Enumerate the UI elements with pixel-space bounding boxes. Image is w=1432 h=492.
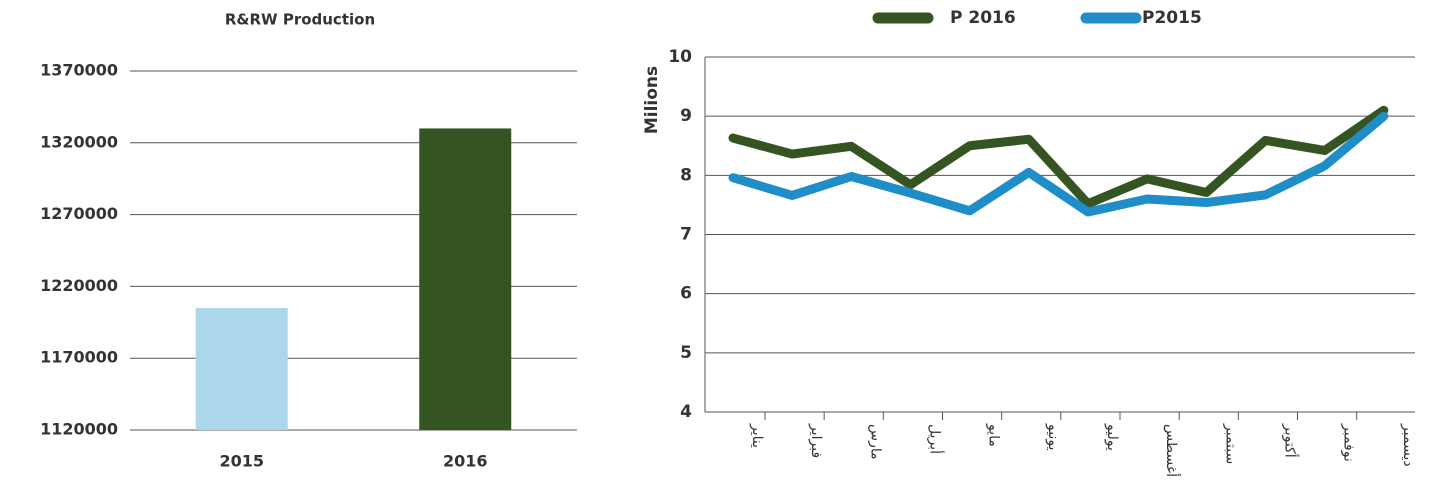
bar <box>419 128 512 430</box>
x-tick-label: نوفمبر <box>1341 423 1357 462</box>
x-tick-label: 2015 <box>219 452 264 471</box>
x-tick-label: أغسطس <box>1163 424 1181 477</box>
y-tick-label: 9 <box>680 106 692 126</box>
y-tick-label: 1270000 <box>40 204 118 223</box>
y-tick-label: 1320000 <box>40 132 118 151</box>
y-tick-label: 1120000 <box>40 420 118 439</box>
x-tick-label: 2016 <box>443 452 488 471</box>
chart-title: R&RW Production <box>225 11 375 29</box>
y-tick-label: 5 <box>680 343 692 363</box>
y-tick-label: 1220000 <box>40 276 118 295</box>
x-tick-label: ديسمبر <box>1400 423 1416 467</box>
y-tick-label: 4 <box>680 402 692 422</box>
x-tick-label: سبتمبر <box>1222 423 1238 464</box>
series-line <box>728 111 1389 217</box>
series-line <box>728 105 1389 209</box>
y-tick-label: 1370000 <box>40 61 118 80</box>
legend-label: P2015 <box>1142 8 1202 28</box>
x-tick-label: يونيو <box>1045 423 1061 451</box>
x-tick-label: مايو <box>986 423 1002 447</box>
x-tick-label: يوليو <box>1104 423 1120 451</box>
y-tick-label: 1170000 <box>40 348 118 367</box>
x-tick-label: أكتوبر <box>1282 423 1300 458</box>
bar <box>195 307 288 430</box>
x-tick-label: أبريل <box>927 424 945 454</box>
y-tick-label: 8 <box>680 165 692 185</box>
y-tick-label: 6 <box>680 284 692 304</box>
y-tick-label: 10 <box>668 47 692 67</box>
legend-label: P 2016 <box>950 8 1016 28</box>
x-tick-label: يناير <box>749 423 765 448</box>
x-tick-label: فبراير <box>808 423 824 458</box>
y-tick-label: 7 <box>680 225 692 245</box>
y-axis-label: Milions <box>642 66 662 134</box>
x-tick-label: مارس <box>867 424 883 460</box>
